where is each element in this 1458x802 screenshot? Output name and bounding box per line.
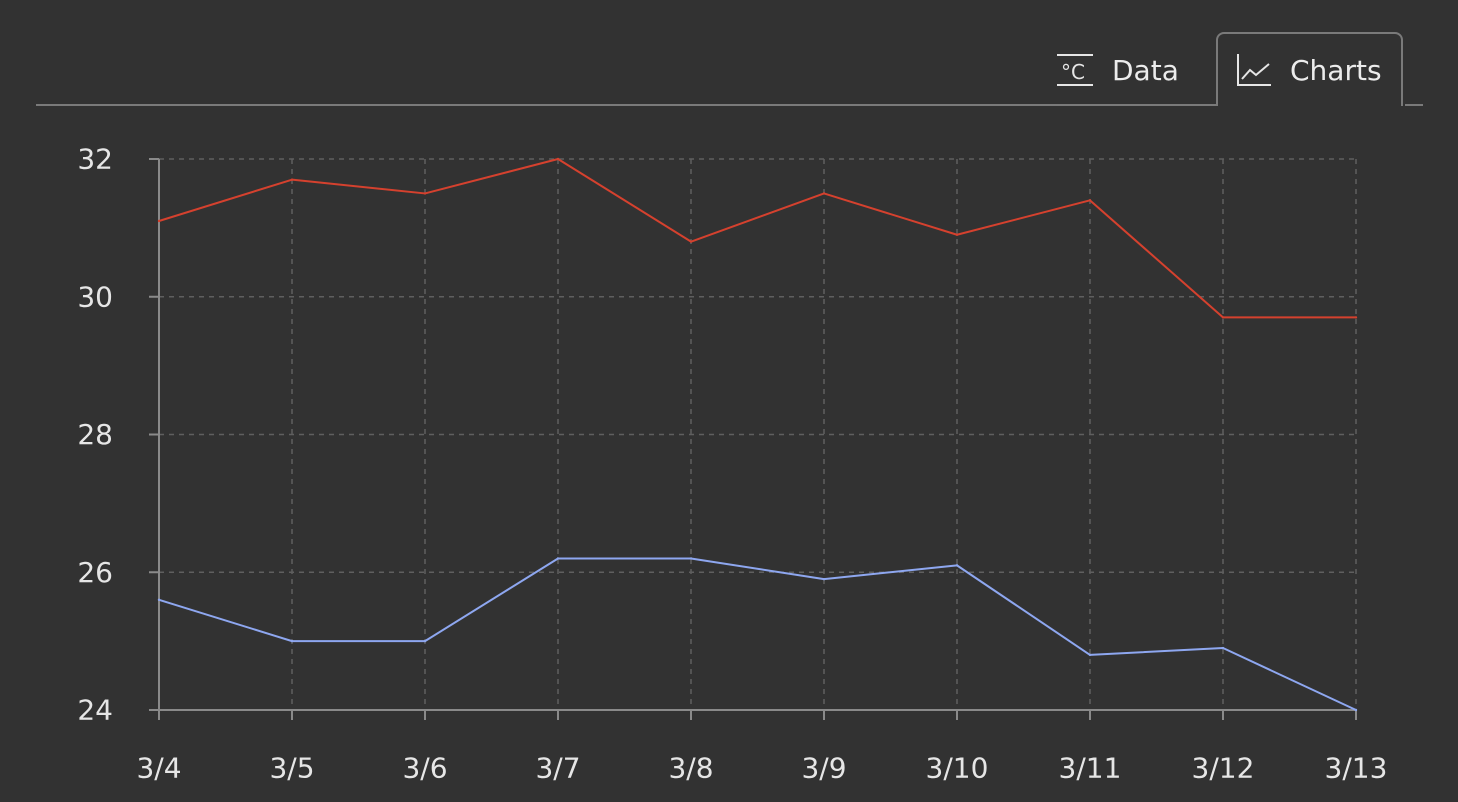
high-temperature-point: [556, 157, 560, 161]
high-temperature-line: [158, 158, 1356, 319]
high-temperature-point: [157, 219, 161, 223]
tab-data-label: Data: [1112, 53, 1179, 87]
low-temperature-point: [1088, 653, 1092, 657]
x-tick-label: 3/6: [402, 752, 447, 785]
tab-bar-divider-right: [1405, 104, 1423, 106]
line-chart-icon: [1236, 53, 1272, 87]
x-tick-label: 3/5: [269, 752, 314, 785]
low-temperature-point: [689, 557, 693, 560]
low-temperature-point: [157, 598, 161, 601]
tab-charts-label: Charts: [1290, 53, 1382, 87]
high-temperature-point: [1088, 199, 1092, 202]
low-temperature-point: [290, 639, 294, 643]
tab-data[interactable]: °C Data: [1056, 50, 1179, 90]
low-temperature-point: [1221, 646, 1225, 650]
x-tick-label: 3/7: [535, 752, 580, 785]
thermometer-celsius-icon: °C: [1056, 53, 1094, 87]
low-temperature-point: [822, 577, 826, 581]
x-tick-label: 3/11: [1059, 752, 1122, 785]
high-temperature-point: [423, 192, 427, 195]
high-temperature-point: [1221, 316, 1225, 319]
y-tick-label: 32: [77, 143, 113, 176]
x-tick-label: 3/8: [668, 752, 713, 785]
y-tick-label: 26: [77, 556, 113, 589]
high-temperature-point: [689, 240, 693, 243]
high-temperature-point: [822, 192, 826, 195]
x-tick-label: 3/12: [1192, 752, 1255, 785]
low-temperature-line: [158, 557, 1357, 711]
low-temperature-point: [556, 557, 560, 560]
low-temperature-point: [955, 564, 959, 567]
tab-bar: °C Data Charts: [0, 0, 1458, 108]
low-temperature-point: [423, 639, 427, 643]
y-tick-label: 28: [77, 418, 113, 451]
high-temperature-point: [955, 233, 959, 236]
y-tick-label: 24: [77, 694, 113, 727]
high-temperature-point: [1354, 316, 1358, 319]
y-tick-label: 30: [77, 280, 113, 313]
x-tick-label: 3/13: [1325, 752, 1388, 785]
svg-text:°C: °C: [1061, 60, 1085, 84]
tab-charts[interactable]: Charts: [1216, 32, 1403, 106]
x-tick-label: 3/4: [136, 752, 181, 785]
x-tick-label: 3/10: [926, 752, 989, 785]
grid-lines: [159, 158, 1357, 710]
high-temperature-point: [290, 178, 294, 181]
x-tick-label: 3/9: [801, 752, 846, 785]
low-temperature-point: [1354, 708, 1358, 712]
tab-bar-divider-left: [36, 104, 1216, 106]
